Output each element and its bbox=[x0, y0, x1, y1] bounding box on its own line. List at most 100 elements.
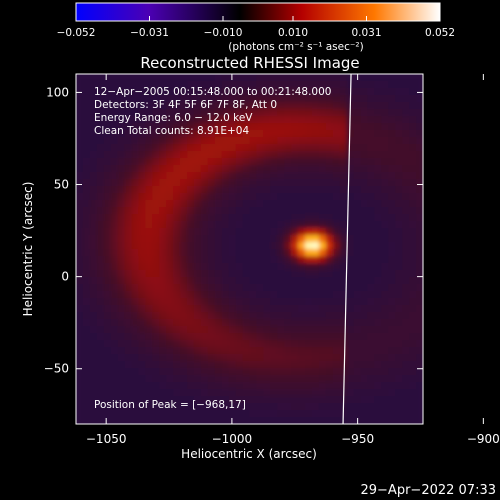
heatmap-cell bbox=[249, 186, 258, 194]
heatmap-cell bbox=[103, 172, 112, 180]
heatmap-cell bbox=[256, 256, 264, 264]
heatmap-cell bbox=[263, 319, 271, 327]
heatmap-cell bbox=[166, 263, 174, 271]
heatmap-cell bbox=[103, 228, 112, 236]
heatmap-cell bbox=[89, 179, 98, 187]
heatmap-cell bbox=[117, 144, 126, 152]
heatmap-cell bbox=[409, 235, 417, 243]
heatmap-cell bbox=[131, 151, 140, 159]
heatmap-cell bbox=[221, 81, 230, 89]
heatmap-cell bbox=[416, 354, 423, 362]
heatmap-cell bbox=[353, 354, 362, 362]
heatmap-cell bbox=[76, 151, 84, 159]
heatmap-cell bbox=[353, 312, 362, 320]
heatmap-cell bbox=[381, 263, 389, 271]
heatmap-cell bbox=[318, 312, 327, 320]
heatmap-cell bbox=[332, 88, 341, 96]
heatmap-cell bbox=[381, 389, 389, 397]
heatmap-cell bbox=[124, 256, 133, 264]
heatmap-cell bbox=[388, 137, 396, 145]
heatmap-cell bbox=[221, 417, 230, 424]
heatmap-cell bbox=[367, 417, 376, 424]
heatmap-cell bbox=[180, 403, 188, 411]
heatmap-cell bbox=[173, 305, 181, 313]
heatmap-cell bbox=[242, 81, 251, 89]
heatmap-cell bbox=[284, 389, 292, 397]
heatmap-cell bbox=[325, 123, 334, 131]
heatmap-cell bbox=[159, 151, 167, 159]
heatmap-cell bbox=[242, 249, 251, 257]
heatmap-cell bbox=[145, 235, 153, 243]
heatmap-cell bbox=[76, 74, 84, 82]
heatmap-cell bbox=[187, 368, 195, 376]
heatmap-cell bbox=[228, 403, 237, 411]
heatmap-cell bbox=[416, 291, 423, 299]
heatmap-cell bbox=[145, 158, 153, 166]
heatmap-cell bbox=[270, 214, 278, 222]
heatmap-cell bbox=[103, 123, 112, 131]
heatmap-cell bbox=[291, 403, 299, 411]
heatmap-cell bbox=[159, 214, 167, 222]
heatmap-cell bbox=[374, 354, 382, 362]
heatmap-cell bbox=[124, 81, 133, 89]
heatmap-cell bbox=[166, 109, 174, 117]
heatmap-cell bbox=[180, 249, 188, 257]
heatmap-cell bbox=[187, 389, 195, 397]
heatmap-cell bbox=[284, 151, 292, 159]
heatmap-cell bbox=[318, 130, 327, 138]
heatmap-cell bbox=[298, 382, 306, 390]
heatmap-cell bbox=[311, 284, 320, 292]
x-axis-label: Heliocentric X (arcsec) bbox=[181, 447, 317, 461]
heatmap-cell bbox=[381, 151, 389, 159]
heatmap-cell bbox=[291, 95, 299, 103]
heatmap-cell bbox=[103, 95, 112, 103]
heatmap-cell bbox=[381, 312, 389, 320]
info-line-time: 12−Apr−2005 00:15:48.000 to 00:21:48.000 bbox=[94, 86, 331, 98]
heatmap-cell bbox=[200, 375, 209, 383]
heatmap-cell bbox=[291, 312, 299, 320]
heatmap-cell bbox=[89, 102, 98, 110]
heatmap-cell bbox=[103, 389, 112, 397]
heatmap-cell bbox=[249, 368, 258, 376]
heatmap-cell bbox=[193, 95, 202, 103]
heatmap-cell bbox=[353, 207, 362, 215]
heatmap-cell bbox=[402, 410, 410, 418]
heatmap-cell bbox=[76, 81, 84, 89]
heatmap-cell bbox=[152, 228, 160, 236]
heatmap-cell bbox=[298, 298, 306, 306]
heatmap-cell bbox=[138, 193, 146, 201]
heatmap-cell bbox=[166, 214, 174, 222]
heatmap-cell bbox=[89, 221, 98, 229]
heatmap-cell bbox=[353, 158, 362, 166]
heatmap-cell bbox=[367, 326, 376, 334]
heatmap-cell bbox=[76, 375, 84, 383]
heatmap-cell bbox=[228, 396, 237, 404]
heatmap-cell bbox=[96, 151, 105, 159]
heatmap-cell bbox=[214, 81, 223, 89]
heatmap-cell bbox=[416, 333, 423, 341]
heatmap-cell bbox=[381, 361, 389, 369]
x-tick-label: −1050 bbox=[86, 432, 127, 446]
heatmap-cell bbox=[402, 74, 410, 82]
heatmap-cell bbox=[200, 333, 209, 341]
heatmap-cell bbox=[388, 263, 396, 271]
heatmap-cell bbox=[402, 186, 410, 194]
heatmap-cell bbox=[235, 102, 244, 110]
heatmap-cell bbox=[117, 326, 126, 334]
heatmap-cell bbox=[402, 333, 410, 341]
heatmap-cell bbox=[402, 249, 410, 257]
y-tick-label: 0 bbox=[61, 270, 69, 284]
heatmap-cell bbox=[305, 347, 313, 355]
heatmap-cell bbox=[82, 291, 91, 299]
heatmap-cell bbox=[284, 340, 292, 348]
heatmap-cell bbox=[180, 109, 188, 117]
heatmap-cell bbox=[76, 88, 84, 96]
heatmap-cell bbox=[145, 144, 153, 152]
heatmap-cell bbox=[305, 270, 313, 278]
heatmap-cell bbox=[82, 172, 91, 180]
heatmap-cell bbox=[173, 102, 181, 110]
heatmap-cell bbox=[409, 179, 417, 187]
heatmap-cell bbox=[96, 235, 105, 243]
heatmap-cell bbox=[374, 256, 382, 264]
heatmap-cell bbox=[416, 144, 423, 152]
